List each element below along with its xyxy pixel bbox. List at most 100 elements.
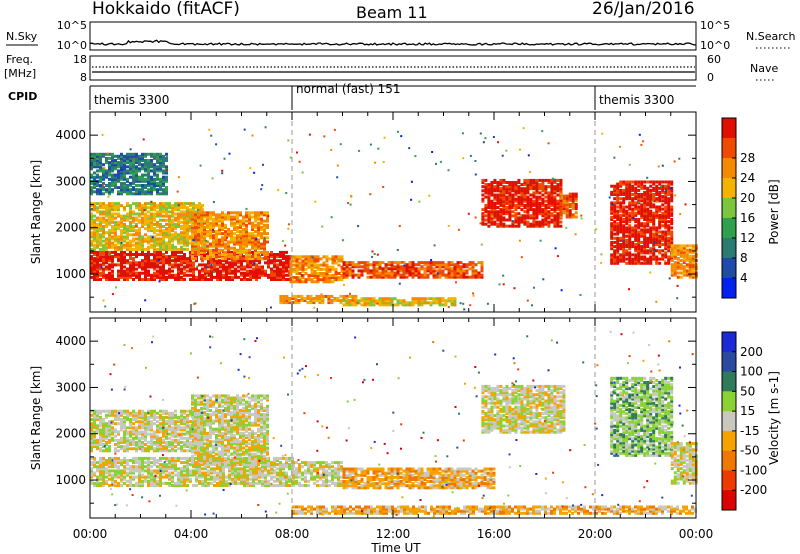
range-gate-cell [147,237,150,241]
range-gate-cell [565,196,569,200]
range-gate-cell [147,250,150,254]
range-gate-cell [195,255,198,259]
range-gate-cell [135,263,138,267]
range-gate-cell [221,240,224,244]
range-gate-cell [444,267,448,271]
range-gate-cell [126,152,129,156]
range-gate-cell [646,228,650,232]
range-gate-cell [640,228,644,232]
range-gate-cell [150,227,153,231]
range-gate-cell [450,261,454,265]
range-gate-cell [102,220,105,224]
range-gate-cell [625,257,629,261]
range-gate-cell [634,211,638,215]
range-gate-cell [129,263,132,267]
range-gate-cell [526,220,530,224]
range-gate-cell [258,271,261,275]
range-gate-cell [622,190,626,194]
range-gate-cell [93,278,96,281]
range-gate-cell [670,188,674,192]
range-gate-cell [538,220,542,224]
range-gate-cell [682,271,686,275]
range-gate-cell [661,249,665,253]
range-gate-cell [221,257,224,261]
range-gate-cell [93,227,96,231]
range-gate-cell [622,207,626,211]
range-gate-cell [490,181,494,184]
range-gate-cell [108,220,111,224]
range-gate-cell [224,234,227,238]
range-gate-cell [514,216,518,220]
range-gate-cell [147,152,150,156]
range-gate-cell [93,202,96,206]
range-gate-cell [213,265,216,269]
range-gate-cell [215,221,218,225]
range-gate-cell [670,222,674,226]
scatter-cell [376,302,379,305]
range-gate-cell [114,220,117,224]
range-gate-cell [180,239,183,243]
range-gate-cell [194,244,197,248]
range-gate-cell [658,207,662,211]
range-gate-cell [399,275,403,279]
scatter-cell [108,252,111,255]
range-gate-cell [384,273,388,277]
range-gate-cell [212,221,215,225]
range-gate-cell [215,217,218,221]
range-gate-cell [490,193,494,197]
range-gate-cell [625,228,629,232]
range-gate-cell [105,247,108,251]
range-gate-cell [670,267,674,271]
range-gate-cell [366,265,370,269]
range-gate-cell [628,243,632,246]
range-gate-cell [200,236,203,240]
range-gate-cell [228,261,231,265]
range-gate-cell [90,259,93,263]
range-gate-cell [496,187,500,191]
range-gate-cell [613,188,617,192]
range-gate-cell [652,253,656,257]
range-gate-cell [111,273,114,277]
range-gate-cell [484,214,488,218]
range-gate-cell [502,208,506,212]
range-gate-cell [316,263,320,267]
range-gate-cell [260,217,263,221]
range-gate-cell [180,216,183,220]
range-gate-cell [493,210,497,214]
range-gate-cell [292,257,296,261]
range-gate-cell [643,238,647,242]
range-gate-cell [261,253,264,256]
range-gate-cell [508,210,512,214]
range-gate-cell [631,243,635,246]
range-gate-cell [186,212,189,216]
range-gate-cell [523,191,527,195]
range-gate-cell [129,271,132,275]
range-gate-cell [171,265,174,269]
range-gate-cell [327,297,331,300]
range-gate-cell [132,212,135,216]
range-gate-cell [426,267,430,271]
scatter-cell [196,265,199,268]
range-gate-cell [441,261,445,265]
range-gate-cell [514,214,518,218]
range-gate-cell [123,257,126,261]
range-gate-cell [162,481,165,485]
range-gate-cell [282,265,285,269]
range-gate-cell [276,265,279,269]
scatter-cell [100,266,103,269]
range-gate-cell [646,259,650,263]
range-gate-cell [93,171,96,175]
scatter-cell [301,171,304,174]
range-gate-cell [171,239,174,243]
range-gate-cell [135,206,138,210]
range-gate-cell [189,250,192,254]
range-gate-cell [634,180,638,184]
range-gate-cell [141,456,144,460]
range-gate-cell [616,188,620,192]
range-gate-cell [221,217,224,221]
range-gate-cell [289,261,293,265]
range-gate-cell [257,228,260,231]
range-gate-cell [285,257,288,261]
range-gate-cell [538,210,542,214]
range-gate-cell [114,173,117,177]
